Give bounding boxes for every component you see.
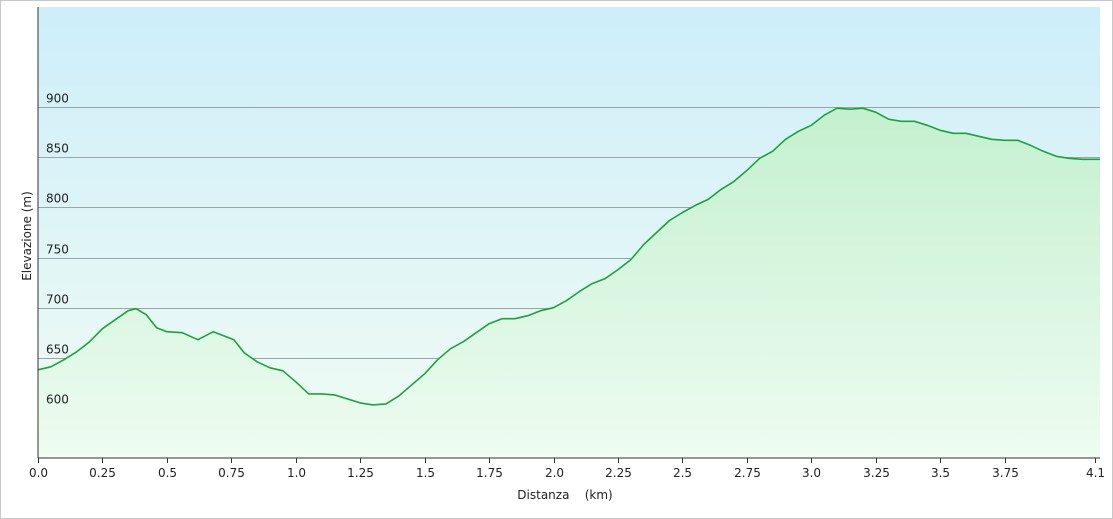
x-tick-label: 1.75 — [476, 466, 503, 480]
x-axis-title: Distanza (km) — [517, 488, 612, 502]
y-tick-label: 650 — [46, 343, 69, 357]
x-tick-label: 2.75 — [734, 466, 761, 480]
x-tick-label: 1.25 — [347, 466, 374, 480]
x-tick-label: 0.0 — [29, 466, 48, 480]
x-tick-label: 1.0 — [287, 466, 306, 480]
y-tick-label: 900 — [46, 92, 69, 106]
x-tick-label: 0.5 — [158, 466, 177, 480]
y-tick-label: 600 — [46, 393, 69, 407]
x-tick-label: 2.25 — [605, 466, 632, 480]
elevation-line — [37, 107, 1100, 406]
x-tick-label: 1.5 — [416, 466, 435, 480]
y-tick-label: 750 — [46, 243, 69, 257]
x-tick-label: 0.75 — [218, 466, 245, 480]
x-tick-label: 4.1 — [1086, 466, 1105, 480]
x-tick-label: 0.25 — [89, 466, 116, 480]
x-ticks: 0.0 0.25 0.5 0.75 1.0 1.25 1.5 1.75 2.0 2.25 2.5 2.… — [29, 458, 1105, 480]
y-tick-label: 700 — [46, 293, 69, 307]
x-tick-label: 3.25 — [863, 466, 890, 480]
x-tick-label: 2.0 — [545, 466, 564, 480]
y-ticks: 600 650 700 750 800 850 900 — [46, 92, 69, 407]
y-axis-title: Elevazione (m) — [20, 191, 34, 281]
x-tick-label: 3.5 — [931, 466, 950, 480]
y-tick-label: 800 — [46, 192, 69, 206]
x-tick-label: 3.0 — [802, 466, 821, 480]
y-tick-label: 850 — [46, 142, 69, 156]
x-tick-label: 2.5 — [673, 466, 692, 480]
x-tick-label: 3.75 — [992, 466, 1019, 480]
elevation-area — [38, 108, 1100, 458]
